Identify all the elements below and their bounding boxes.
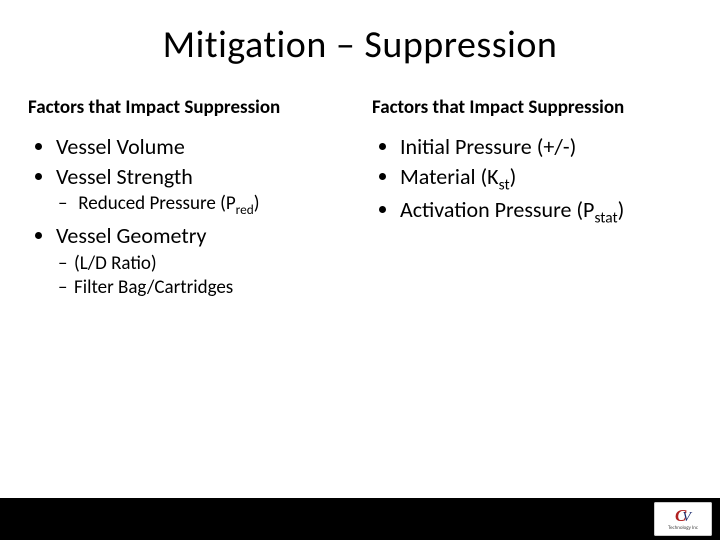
bullet-text: Vessel Strength [56,163,193,190]
bullet-text: Material (K [400,163,499,190]
list-item: Vessel Volume [56,133,348,161]
right-column: Factors that Impact Suppression Initial … [372,96,692,305]
sub-item: Filter Bag/Cartridges [74,276,348,301]
left-column: Factors that Impact Suppression Vessel V… [28,96,348,305]
left-list: Vessel Volume Vessel Strength Reduced Pr… [28,133,348,301]
logo-mark: CV [675,507,691,525]
bullet-text: Initial Pressure (+/-) [400,133,576,160]
bullet-text: ) [510,163,517,190]
sub-text: Reduced Pressure (P [78,192,235,215]
subscript: stat [594,209,617,228]
footer-bar: CV Technology Inc [0,498,720,540]
sub-list: (L/D Ratio) Filter Bag/Cartridges [56,252,348,301]
sub-text: Filter Bag/Cartridges [74,276,233,299]
logo-text: Technology Inc [668,526,698,531]
sub-text: (L/D Ratio) [74,252,157,275]
subscript: st [499,175,510,194]
bullet-text: Vessel Geometry [56,222,206,249]
logo-inner: CV Technology Inc [668,507,698,531]
sub-text: ) [254,192,260,215]
right-heading: Factors that Impact Suppression [372,96,692,119]
slide-title: Mitigation – Suppression [0,0,720,78]
list-item: Initial Pressure (+/-) [400,133,692,161]
sub-item: (L/D Ratio) [74,252,348,277]
right-list: Initial Pressure (+/-) Material (Kst) Ac… [372,133,692,228]
sub-item: Reduced Pressure (Pred) [74,192,348,218]
bullet-text: Activation Pressure (P [400,196,594,223]
subscript: red [236,201,254,218]
logo-letter-c: C [675,506,686,525]
list-item: Activation Pressure (Pstat) [400,196,692,228]
left-heading: Factors that Impact Suppression [28,96,348,119]
list-item: Vessel Geometry (L/D Ratio) Filter Bag/C… [56,222,348,301]
bullet-text: ) [618,196,625,223]
columns: Factors that Impact Suppression Vessel V… [0,78,720,305]
slide: Mitigation – Suppression Factors that Im… [0,0,720,540]
bullet-text: Vessel Volume [56,133,185,160]
list-item: Vessel Strength Reduced Pressure (Pred) [56,163,348,219]
sub-list: Reduced Pressure (Pred) [56,192,348,218]
list-item: Material (Kst) [400,163,692,195]
footer-logo: CV Technology Inc [654,502,712,536]
